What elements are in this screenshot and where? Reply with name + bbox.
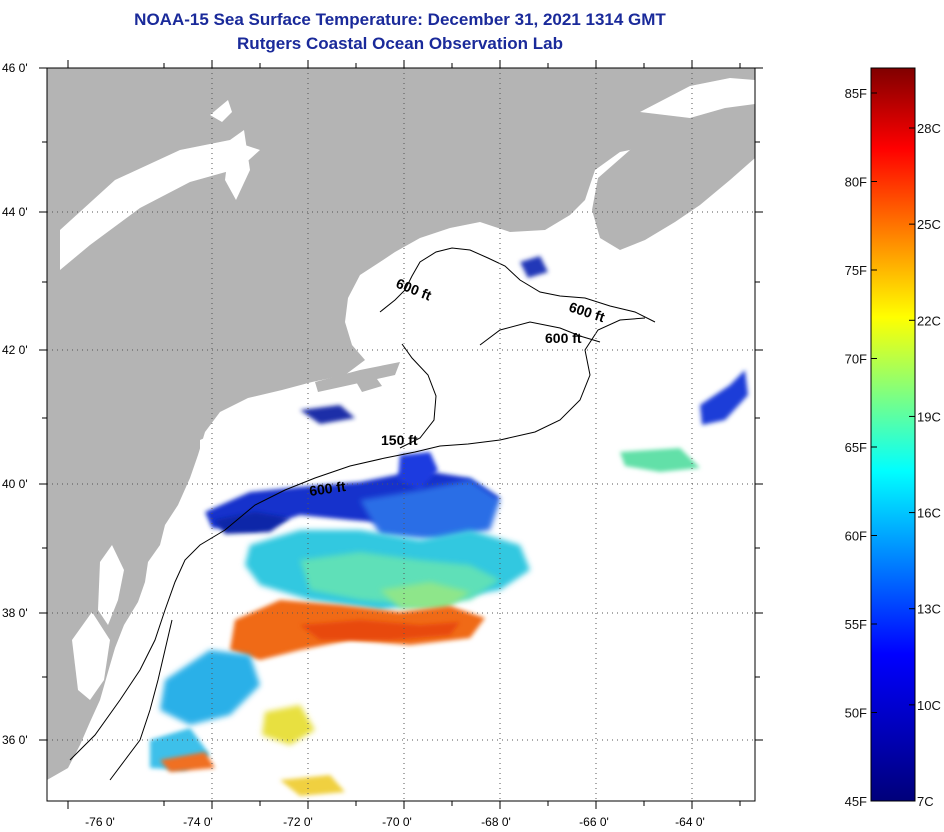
colorbar-f-label: 65F	[845, 440, 867, 455]
colorbar-f-label: 55F	[845, 617, 867, 632]
colorbar-c-label: 7C	[917, 794, 934, 809]
colorbar-f-label: 60F	[845, 529, 867, 544]
colorbar-f-label: 75F	[845, 263, 867, 278]
colorbar-gradient	[870, 67, 916, 802]
sst-map: 600 ft 600 ft 600 ft 150 ft 600 ft 46 0'…	[2, 60, 763, 829]
lon-tick-label: -66 0'	[579, 815, 609, 829]
map-subtitle: Rutgers Coastal Ocean Observation Lab	[237, 34, 563, 53]
sst-data-layer	[150, 182, 748, 796]
colorbar-celsius-labels: 28C 25C 22C 19C 16C 13C 10C 7C	[917, 121, 941, 809]
colorbar-fahrenheit-labels: 85F 80F 75F 70F 65F 60F 55F 50F 45F	[845, 86, 867, 809]
colorbar-c-label: 28C	[917, 121, 941, 136]
contour-label: 600 ft	[308, 478, 347, 499]
lat-tick-label: 46 0'	[2, 61, 28, 75]
colorbar-ticks	[871, 92, 915, 802]
lon-tick-label: -68 0'	[481, 815, 511, 829]
colorbar-f-label: 70F	[845, 352, 867, 367]
lat-tick-label: 38 0'	[2, 606, 28, 620]
colorbar-f-label: 80F	[845, 175, 867, 190]
colorbar-c-label: 22C	[917, 313, 941, 328]
lon-tick-label: -74 0'	[183, 815, 213, 829]
graticule	[47, 68, 755, 801]
land-mass	[47, 68, 755, 780]
colorbar-c-label: 25C	[917, 217, 941, 232]
colorbar-c-label: 10C	[917, 698, 941, 713]
colorbar-f-label: 45F	[845, 794, 867, 809]
map-title: NOAA-15 Sea Surface Temperature: Decembe…	[134, 10, 666, 29]
lat-tick-label: 40 0'	[2, 477, 28, 491]
frame-ticks	[39, 60, 763, 809]
contour-label: 150 ft	[381, 432, 418, 448]
lat-tick-label: 42 0'	[2, 343, 28, 357]
lat-tick-label: 36 0'	[2, 733, 28, 747]
lon-tick-label: -64 0'	[675, 815, 705, 829]
lon-tick-label: -72 0'	[283, 815, 313, 829]
colorbar-c-label: 13C	[917, 602, 941, 617]
colorbar-f-label: 85F	[845, 86, 867, 101]
colorbar-c-label: 19C	[917, 409, 941, 424]
lon-tick-label: -70 0'	[382, 815, 412, 829]
map-frame	[46, 67, 756, 802]
lon-tick-label: -76 0'	[85, 815, 115, 829]
colorbar-c-label: 16C	[917, 506, 941, 521]
colorbar-f-label: 50F	[845, 706, 867, 721]
lat-tick-label: 44 0'	[2, 205, 28, 219]
contour-label: 600 ft	[545, 330, 582, 346]
temperature-colorbar: 85F 80F 75F 70F 65F 60F 55F 50F 45F 28C 25C 22C 19C…	[845, 67, 941, 809]
bathymetry-contours	[69, 247, 656, 781]
